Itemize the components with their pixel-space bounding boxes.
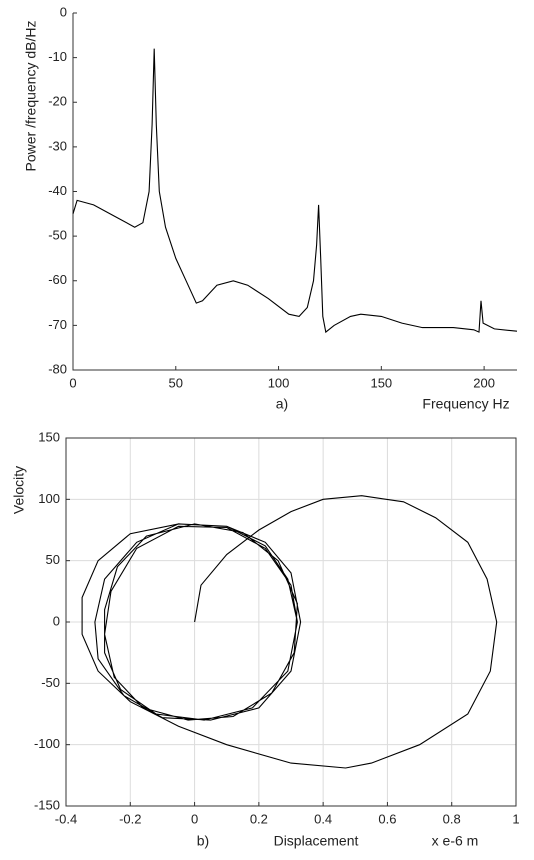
x-unit-label: x e-6 m: [432, 833, 479, 849]
plot-frame: [65, 437, 517, 807]
data-line: [81, 495, 498, 769]
x-tick-label: 0.6: [378, 811, 396, 826]
x-axis-label: Displacement: [274, 833, 359, 849]
y-tick-label: 150: [38, 429, 60, 444]
x-tick-label: -0.4: [55, 811, 77, 826]
axes: [72, 13, 517, 371]
x-tick-label: 0.8: [443, 811, 461, 826]
x-tick-label: 100: [268, 375, 290, 390]
y-axis-label: Velocity: [11, 466, 27, 514]
x-tick-label: -0.2: [119, 811, 141, 826]
y-tick-label: -40: [48, 183, 67, 198]
y-tick-label: -50: [41, 675, 60, 690]
y-tick-label: 50: [46, 552, 60, 567]
x-tick-label: 50: [169, 375, 183, 390]
x-tick-label: 0.4: [314, 811, 332, 826]
y-tick-label: -50: [48, 228, 67, 243]
x-tick-label: 150: [370, 375, 392, 390]
y-tick-label: -70: [48, 317, 67, 332]
y-tick-label: 0: [53, 613, 60, 628]
x-tick-label: 0: [191, 811, 198, 826]
y-tick-label: -150: [34, 797, 60, 812]
data-line: [72, 48, 518, 334]
x-tick-label: 0.2: [250, 811, 268, 826]
y-tick-label: -100: [34, 736, 60, 751]
y-tick-label: -20: [48, 94, 67, 109]
y-tick-label: -60: [48, 272, 67, 287]
y-tick-label: -30: [48, 138, 67, 153]
annotation: a): [276, 396, 288, 412]
y-tick-label: -80: [48, 361, 67, 376]
y-tick-label: 100: [38, 491, 60, 506]
x-tick-label: 200: [473, 375, 495, 390]
y-tick-label: -10: [48, 49, 67, 64]
x-tick-label: 1: [512, 811, 519, 826]
y-axis-label: Power /frequency dB/Hz: [23, 21, 39, 172]
x-tick-label: 0: [69, 375, 76, 390]
annotation: b): [197, 833, 209, 849]
y-tick-label: 0: [60, 4, 67, 19]
x-axis-label: Frequency Hz: [422, 396, 509, 412]
